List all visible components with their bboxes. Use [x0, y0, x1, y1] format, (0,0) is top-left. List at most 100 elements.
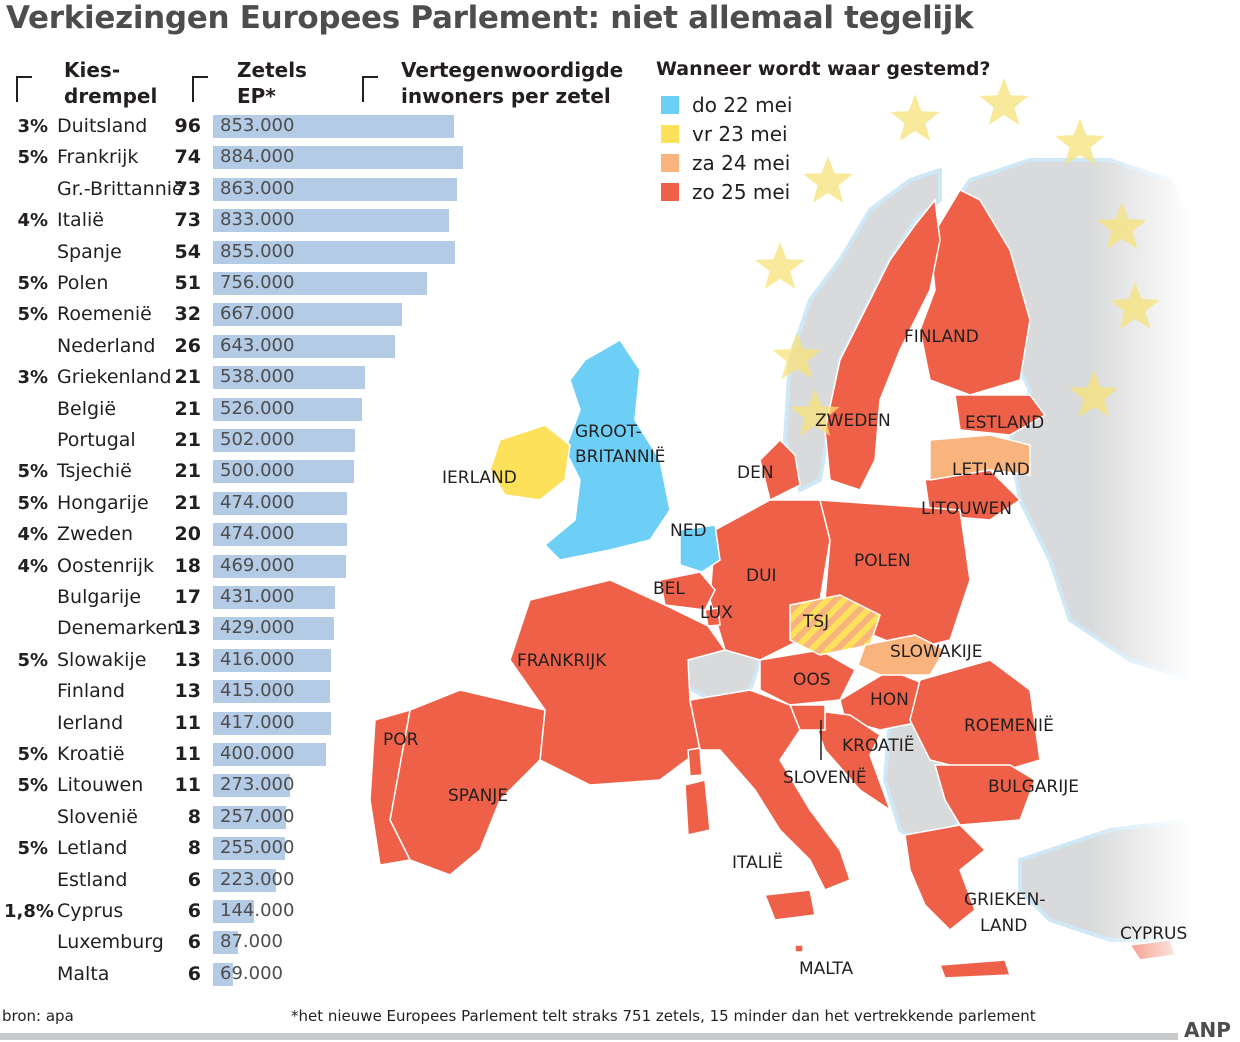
inhabitants-label: 643.000 [220, 334, 295, 356]
country-great-britain [543, 339, 671, 561]
country-label: Hongarije [57, 491, 149, 514]
threshold-value: 5% [17, 304, 48, 326]
footnote: *het nieuwe Europees Parlement telt stra… [291, 1007, 1036, 1025]
inhabitants-label: 469.000 [220, 554, 295, 576]
threshold-value: 5% [17, 649, 48, 671]
bar-row: 5% Kroatië 11 400.000 [0, 740, 470, 771]
bar-row: 3% Duitsland 96 853.000 [0, 112, 470, 143]
inhabitants-label: 853.000 [220, 115, 295, 136]
inhabitants-bar [213, 743, 327, 766]
inhabitants-label: 417.000 [220, 711, 295, 733]
seats-value: 11 [174, 743, 201, 765]
eu-star [1097, 202, 1147, 249]
inhabitants-bar [213, 366, 366, 390]
seats-value: 6 [187, 900, 201, 922]
bar-row: 5% Tsjechië 21 500.000 [0, 457, 470, 488]
inhabitants-label: 538.000 [220, 366, 295, 388]
threshold-value: 4% [17, 555, 48, 577]
seats-value: 26 [174, 334, 201, 357]
inhabitants-bar [213, 460, 355, 484]
legend-label: zo 25 mei [692, 180, 791, 204]
country-portugal [370, 708, 412, 866]
legend-item-za-24-mei: za 24 mei [661, 151, 790, 175]
inhabitants-bar [213, 711, 331, 735]
inhabitants-label: 884.000 [220, 146, 295, 168]
bar-row: Nederland 26 643.000 [0, 332, 470, 363]
country-sicily [763, 889, 816, 921]
seats-header-line2: EP* [237, 84, 276, 108]
inhabitants-bar [213, 962, 233, 986]
country-netherlands [679, 524, 721, 573]
threshold-value: 3% [17, 367, 48, 389]
map-label: BULGARIJE [988, 777, 1079, 797]
inhabitants-label: 502.000 [220, 429, 295, 450]
eu-star [790, 389, 840, 436]
threshold-header-line1: Kies- [64, 58, 121, 82]
seats-value: 8 [187, 837, 201, 860]
inhabitants-label: 144.000 [220, 900, 295, 921]
country-label: Litouwen [57, 774, 144, 797]
threshold-value: 5% [17, 461, 48, 483]
bar-row: 5% Slowakije 13 416.000 [0, 646, 470, 677]
country-label: Tsjechië [57, 460, 132, 483]
country-label: Estland [57, 868, 128, 891]
inhabitants-label: 526.000 [220, 397, 295, 419]
map-label: OOS [793, 670, 831, 690]
bar-row: Estland 6 223.000 [0, 866, 470, 897]
bar-row: 5% Hongarije 21 474.000 [0, 489, 470, 520]
legend-title: Wanneer wordt waar gestemd? [656, 58, 991, 80]
country-label: België [57, 397, 117, 420]
bar-row: Gr.-Brittannië 73 863.000 [0, 175, 470, 206]
map-label: MALTA [799, 959, 853, 979]
country-italy [689, 689, 851, 891]
country-ireland [489, 424, 571, 501]
eu-stars [755, 78, 1160, 436]
inhabitants-bar [213, 397, 362, 421]
threshold-header: Kies- drempel [64, 57, 157, 109]
country-crete [938, 959, 1012, 979]
bar-row: Slovenië 8 257.000 [0, 803, 470, 834]
seats-value: 21 [174, 491, 201, 514]
country-label: Luxemburg [57, 931, 164, 954]
bar-row: 4% Italië 73 833.000 [0, 206, 470, 237]
inhabitants-bar [213, 868, 277, 892]
seats-header: Zetels EP* [237, 57, 307, 109]
seats-value: 73 [174, 209, 201, 232]
seats-value: 20 [174, 523, 201, 546]
countries-za-24-mei [857, 434, 1031, 676]
seats-value: 11 [174, 711, 201, 734]
bar-row: Luxemburg 6 87.000 [0, 928, 470, 959]
inhabitants-bar [213, 931, 238, 955]
country-estland [954, 394, 1047, 436]
threshold-header-line2: drempel [64, 84, 158, 108]
threshold-value: 3% [17, 116, 48, 137]
inhabitants-bar [213, 334, 395, 358]
inhabitants-bar [213, 491, 348, 515]
inhabitants-bar [213, 586, 335, 609]
inhabitants-bar [213, 837, 286, 861]
inhabitants-bar [213, 240, 455, 264]
map-label: BRITANNIË [575, 446, 665, 467]
country-label: Slovenië [57, 805, 138, 828]
legend-swatch [661, 154, 679, 172]
inhabitants-label: 255.000 [220, 837, 295, 859]
seats-value: 6 [187, 868, 201, 891]
map-label: TSJ [802, 612, 829, 632]
inhabitants-header-bracket [362, 76, 378, 102]
map-label: LETLAND [952, 460, 1030, 480]
country-label: Portugal [57, 429, 136, 451]
inhabitants-bar [213, 146, 463, 170]
inhabitants-header-line2: inwoners per zetel [401, 84, 611, 108]
inhabitants-label: 69.000 [220, 962, 283, 984]
inhabitants-label: 833.000 [220, 209, 295, 231]
eu-star [979, 78, 1029, 125]
seats-value: 74 [174, 146, 201, 169]
country-luxembourg [704, 607, 721, 627]
eu-star [772, 332, 822, 379]
map-label: CYPRUS [1120, 924, 1187, 944]
country-label: Slowakije [57, 648, 147, 671]
country-belgium [659, 571, 716, 611]
map-label: FRANKRIJK [517, 651, 607, 671]
inhabitants-label: 863.000 [220, 177, 295, 199]
legend-label: za 24 mei [692, 151, 791, 175]
